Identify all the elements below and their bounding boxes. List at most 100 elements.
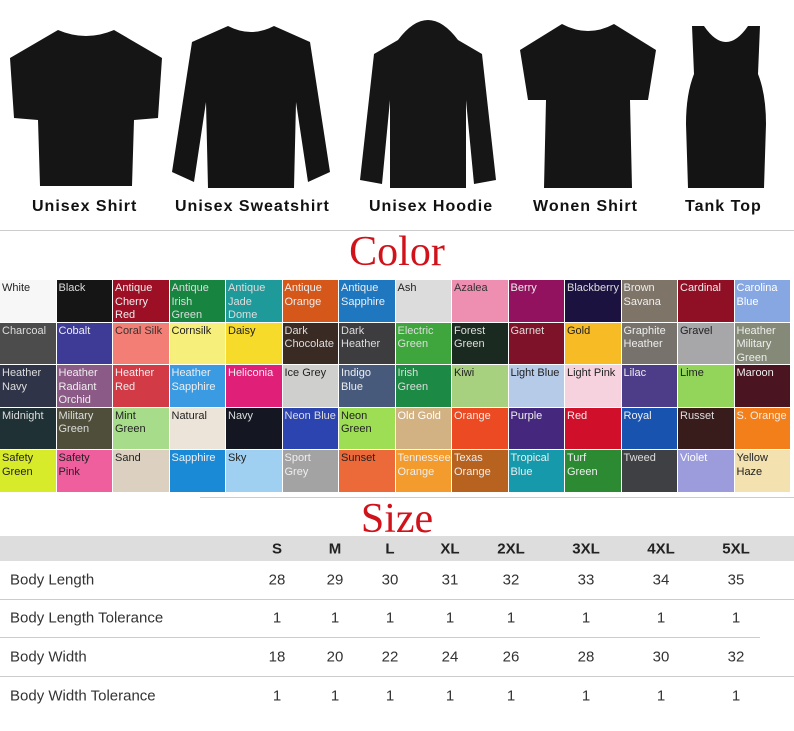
table-cell: 1: [330, 609, 340, 627]
color-swatch: Heather Military Green: [734, 322, 790, 365]
color-swatch: Light Pink: [565, 365, 621, 407]
table-cell: 1: [385, 687, 395, 705]
color-swatch: Neon Green: [339, 407, 395, 450]
color-swatch: Mint Green: [113, 407, 169, 450]
color-swatch: White: [0, 280, 56, 322]
color-swatch: Heather Sapphire: [169, 365, 225, 407]
garment-label-unisex-sweatshirt: Unisex Sweatshirt: [175, 198, 330, 215]
color-swatch: Texas Orange: [452, 450, 508, 492]
table-cell: 1: [731, 687, 741, 705]
color-swatch: Antique Irish Green: [169, 280, 225, 322]
color-swatch: Safety Pink: [56, 450, 112, 492]
table-row: Body Length 28 29 30 31 32 33 34 35: [0, 561, 794, 600]
table-cell: 31: [441, 571, 459, 589]
tshirt-icon: [10, 30, 162, 186]
color-swatch: Brown Savana: [621, 280, 677, 322]
divider: [0, 230, 794, 231]
sweatshirt-icon: [172, 26, 330, 188]
color-swatch: Azalea: [452, 280, 508, 322]
size-header: XL: [440, 540, 460, 557]
table-cell: 1: [445, 687, 455, 705]
color-swatch: Sapphire: [169, 450, 225, 492]
color-swatch: Sunset: [339, 450, 395, 492]
color-swatch: Tennessee Orange: [395, 450, 451, 492]
color-swatch: Maroon: [734, 365, 790, 407]
color-swatch: Purple: [508, 407, 564, 450]
color-swatch: Light Blue: [508, 365, 564, 407]
table-row: Body Length Tolerance 1 1 1 1 1 1 1 1: [0, 600, 760, 638]
womens-shirt-icon: [520, 24, 656, 188]
color-swatch: S. Orange: [734, 407, 790, 450]
table-cell: 32: [727, 648, 745, 666]
color-swatch: Navy: [226, 407, 282, 450]
tank-top-icon: [686, 26, 766, 188]
color-swatch: Old Gold: [395, 407, 451, 450]
color-swatch: Berry: [508, 280, 564, 322]
color-swatch: Antique Orange: [282, 280, 338, 322]
table-cell: 1: [506, 609, 516, 627]
color-swatch: Lilac: [621, 365, 677, 407]
color-swatch: Carolina Blue: [734, 280, 790, 322]
table-cell: 22: [381, 648, 399, 666]
size-header: S: [271, 540, 283, 557]
color-swatch: Antique Sapphire: [339, 280, 395, 322]
table-cell: 33: [577, 571, 595, 589]
table-cell: 24: [441, 648, 459, 666]
row-label: Body Width Tolerance: [10, 687, 156, 705]
row-label: Body Length: [10, 571, 95, 589]
color-swatch-grid: White Black Antique Cherry Red Antique Iris…: [0, 280, 790, 492]
color-swatch: Cobalt: [56, 322, 112, 365]
color-swatch: Dark Chocolate: [282, 322, 338, 365]
color-swatch: Heather Navy: [0, 365, 56, 407]
table-cell: 1: [656, 687, 666, 705]
table-cell: 1: [656, 609, 666, 627]
size-table-header: S M L XL 2XL 3XL 4XL 5XL: [0, 536, 794, 561]
table-cell: 28: [268, 571, 286, 589]
table-cell: 26: [502, 648, 520, 666]
color-swatch: Natural: [169, 407, 225, 450]
table-cell: 1: [731, 609, 741, 627]
color-swatch: Garnet: [508, 322, 564, 365]
table-cell: 1: [581, 687, 591, 705]
table-cell: 1: [272, 609, 282, 627]
table-cell: 18: [268, 648, 286, 666]
color-swatch: Neon Blue: [282, 407, 338, 450]
color-swatch: Indigo Blue: [339, 365, 395, 407]
color-swatch: Violet: [678, 450, 734, 492]
garment-label-unisex-hoodie: Unisex Hoodie: [369, 198, 494, 215]
table-cell: 29: [326, 571, 344, 589]
size-header: M: [328, 540, 342, 557]
table-cell: 1: [330, 687, 340, 705]
table-row: Body Width Tolerance 1 1 1 1 1 1 1 1: [0, 677, 794, 716]
color-swatch: Coral Silk: [113, 322, 169, 365]
color-swatch: Irish Green: [395, 365, 451, 407]
size-header: L: [385, 540, 395, 557]
table-cell: 20: [326, 648, 344, 666]
table-cell: 32: [502, 571, 520, 589]
size-header: 5XL: [722, 540, 750, 557]
color-swatch: Daisy: [226, 322, 282, 365]
color-swatch: Cornsilk: [169, 322, 225, 365]
size-header: 3XL: [572, 540, 600, 557]
color-swatch: Antique Jade Dome: [226, 280, 282, 322]
color-swatch: Cardinal: [678, 280, 734, 322]
color-swatch: Military Green: [56, 407, 112, 450]
hoodie-icon: [360, 20, 496, 188]
color-swatch: Heather Radiant Orchid: [56, 365, 112, 407]
table-cell: 34: [652, 571, 670, 589]
color-swatch: Antique Cherry Red: [113, 280, 169, 322]
size-title: Size: [360, 496, 434, 542]
color-swatch: Charcoal: [0, 322, 56, 365]
garment-label-womens-shirt: Wonen Shirt: [533, 198, 638, 215]
color-swatch: Yellow Haze: [734, 450, 790, 492]
color-swatch: Graphite Heather: [621, 322, 677, 365]
color-swatch: Sport Grey: [282, 450, 338, 492]
size-header: 4XL: [647, 540, 675, 557]
color-swatch: Royal: [621, 407, 677, 450]
color-swatch: Kiwi: [452, 365, 508, 407]
table-cell: 28: [577, 648, 595, 666]
color-swatch: Black: [56, 280, 112, 322]
table-cell: 30: [652, 648, 670, 666]
table-cell: 1: [506, 687, 516, 705]
size-header: 2XL: [497, 540, 525, 557]
